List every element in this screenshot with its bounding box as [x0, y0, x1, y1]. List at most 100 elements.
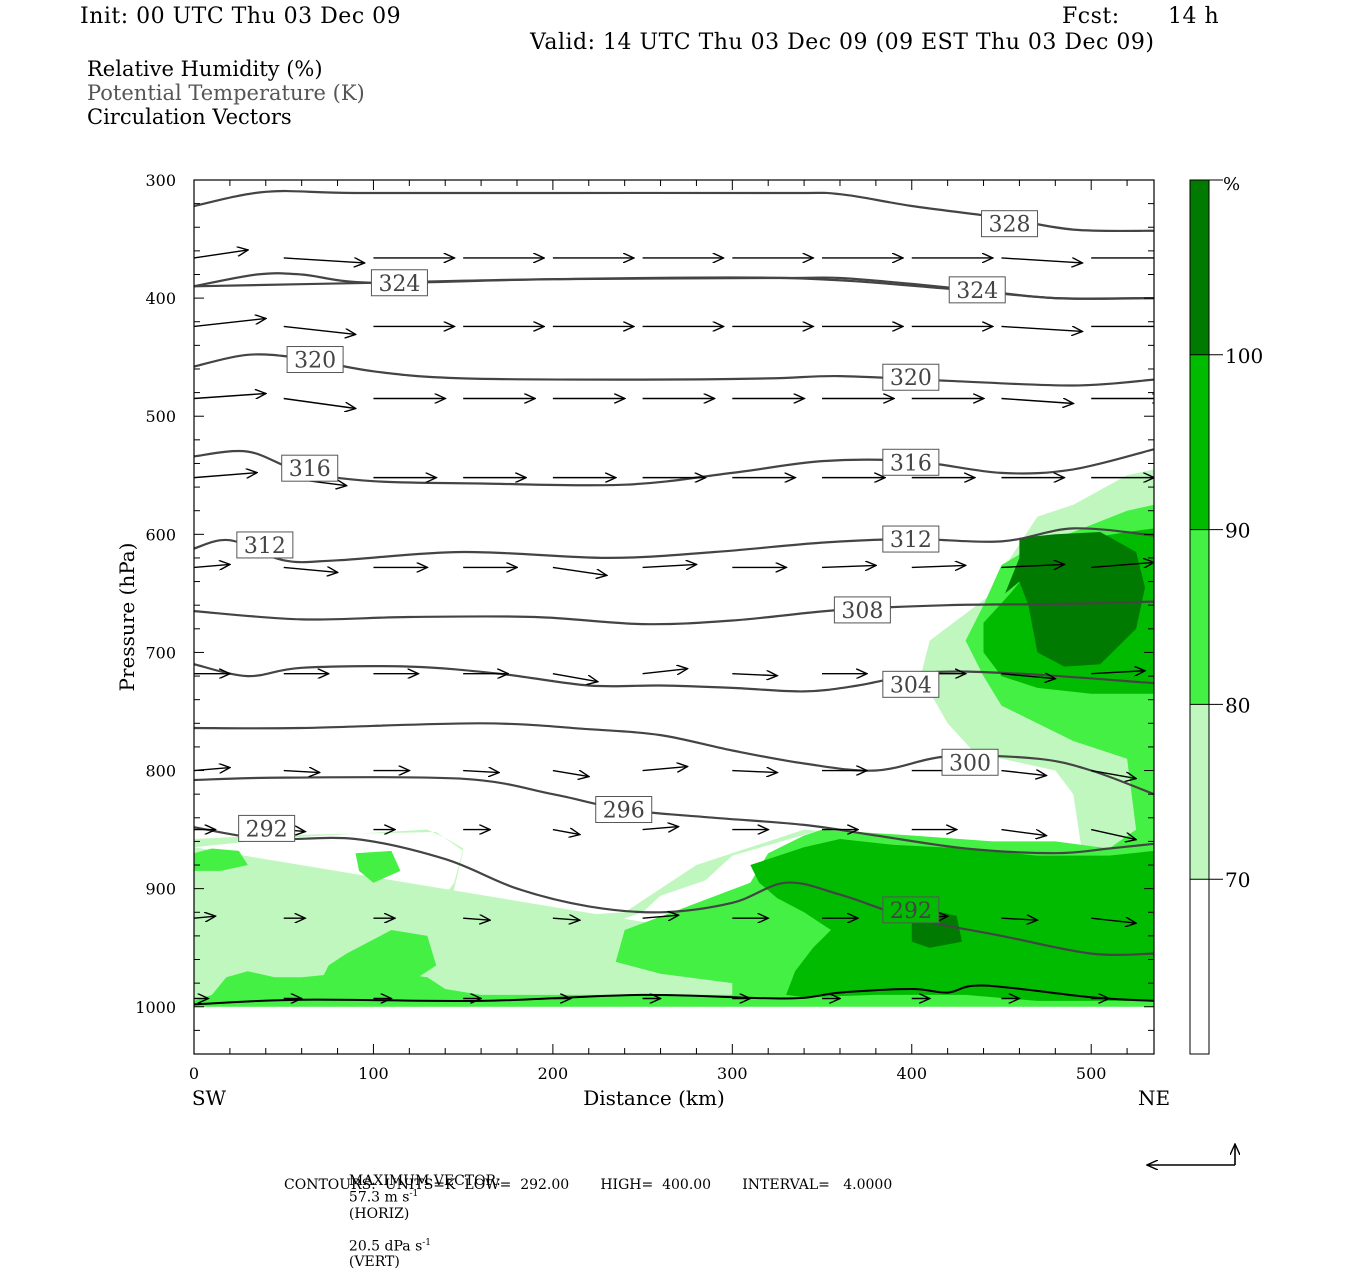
circulation-vector-2-9	[1001, 399, 1073, 404]
legend-title-rh: Relative Humidity (%)	[87, 57, 323, 81]
cross-section-chart: 328 324 324 320 320 316 316 312 312 308 304 300 296 2…	[115, 171, 1263, 1200]
colorbar-label-70: 70	[1225, 868, 1250, 892]
y-tick-label-500: 500	[145, 407, 176, 426]
colorbar-segment-3	[1190, 354, 1209, 530]
y-tick-label-400: 400	[145, 289, 176, 308]
x-tick-label-100: 100	[358, 1064, 389, 1083]
horiz-exponent: -1	[409, 1189, 419, 1199]
colorbar-segment-1	[1190, 704, 1209, 880]
isentrope-label-box-9	[833, 596, 891, 624]
isentrope-label-box-4	[882, 363, 940, 391]
rh-region-rh80-1	[194, 848, 248, 871]
circulation-vector-3-0	[194, 473, 257, 478]
y-tick-label-1000: 1000	[135, 998, 176, 1017]
circulation-vector-2-0	[194, 394, 266, 399]
colorbar: 70 80 90 100%	[1189, 174, 1263, 1055]
circulation-vector-8-3	[463, 918, 490, 920]
contour-info: CONTOURS: UNITS=K LOW= 292.00 HIGH= 400.…	[284, 1177, 893, 1193]
y-tick-label-600: 600	[145, 525, 176, 544]
x-tick-label-500: 500	[1076, 1064, 1107, 1083]
y-tick-label-700: 700	[145, 643, 176, 662]
vert-exponent: -1	[422, 1237, 432, 1248]
isentrope-label-box-2	[948, 276, 1006, 304]
isentrope-label-7: 312	[244, 534, 286, 559]
x-tick-label-0: 0	[189, 1064, 199, 1083]
isentrope-label-12: 296	[603, 799, 645, 824]
circulation-vector-5-10	[1091, 671, 1145, 674]
max-vector-label: MAXIMUM VECTOR:	[348, 1173, 501, 1189]
sw-label: SW	[192, 1086, 227, 1110]
x-axis-label: Distance (km)	[583, 1086, 725, 1110]
x-tick-label-200: 200	[538, 1064, 569, 1083]
circulation-vector-8-4	[552, 918, 580, 920]
legend-title-vectors: Circulation Vectors	[87, 105, 292, 129]
circulation-vector-7-10	[1091, 828, 1136, 840]
circulation-vector-7-4	[552, 830, 580, 835]
isentrope-label-5: 316	[289, 457, 331, 482]
isentrope-label-8: 312	[890, 528, 932, 553]
circulation-vector-4-5	[642, 564, 697, 567]
isentrope-292-line-13	[194, 826, 1154, 957]
isentrope-label-box-14	[882, 896, 940, 924]
circulation-vector-5-9	[1001, 674, 1055, 679]
circulation-vector-1-1	[283, 325, 356, 334]
circulation-vector-4-0	[194, 564, 230, 567]
y-tick-label-300: 300	[145, 171, 176, 190]
circulation-vector-4-8	[911, 565, 966, 567]
circulation-vector-4-4	[552, 566, 607, 575]
isentrope-label-0: 328	[989, 213, 1031, 238]
circulation-vector-6-1	[283, 771, 320, 773]
max-vector-line: MAXIMUM VECTOR: 57.3 m s-1 (HORIZ) 20.5 …	[340, 1157, 501, 1270]
circulation-vector-1-0	[194, 318, 266, 328]
isentrope-label-4: 320	[890, 366, 932, 391]
x-tick-label-300: 300	[717, 1064, 748, 1083]
isentrope-label-box-5	[281, 454, 339, 482]
isentrope-label-box-13	[238, 814, 296, 842]
rh-region-rh80-3	[319, 930, 437, 984]
isentrope-label-box-12	[595, 796, 653, 824]
circulation-vector-6-4	[552, 771, 589, 777]
forecast-label: Fcst:	[1062, 4, 1120, 29]
circulation-vector-7-5	[642, 827, 679, 830]
isentrope-304-line-10	[194, 663, 1154, 693]
legend-title-theta: Potential Temperature (K)	[87, 81, 365, 105]
isentrope-label-10: 304	[890, 673, 932, 698]
isentrope-312-line-7	[194, 527, 1154, 564]
colorbar-label-90: 90	[1225, 519, 1250, 543]
ne-label: NE	[1138, 1086, 1170, 1110]
circulation-vector-5-4	[552, 673, 598, 682]
isentrope-label-box-6	[882, 448, 940, 476]
x-tick-label-400: 400	[896, 1064, 927, 1083]
circulation-vector-4-7	[822, 565, 876, 567]
isentrope-296-line-12	[194, 776, 1154, 855]
y-tick-label-900: 900	[145, 880, 176, 899]
circulation-vector-0-0	[194, 250, 248, 259]
circulation-vector-6-9	[1001, 771, 1046, 776]
colorbar-label-100: 100	[1225, 344, 1263, 368]
colorbar-segment-4	[1190, 180, 1209, 355]
horiz-tag: (HORIZ)	[348, 1205, 410, 1222]
isentrope-label-box-7	[236, 531, 294, 559]
reference-vector	[1147, 1144, 1235, 1165]
isentrope-label-box-8	[882, 525, 940, 553]
circulation-vector-8-0	[194, 916, 216, 918]
circulation-vector-0-1	[283, 257, 365, 263]
init-time: Init: 00 UTC Thu 03 Dec 09	[80, 4, 402, 29]
circulation-vector-1-9	[1001, 325, 1082, 331]
colorbar-frame	[1189, 179, 1210, 1055]
circulation-vector-6-10	[1091, 769, 1136, 779]
isentrope-label-3: 320	[294, 349, 336, 374]
isentrope-label-2: 324	[956, 279, 998, 304]
axes-layer: 300 400 500 600 700 800 900 1000 0 100 200 300 400 50…	[115, 171, 1170, 1110]
isentrope-300-line-11	[194, 722, 1154, 796]
isentrope-label-box-1	[370, 269, 428, 297]
y-tick-label-800: 800	[145, 762, 176, 781]
circulation-vector-4-1	[283, 567, 338, 572]
isentrope-label-box-10	[882, 670, 940, 698]
isentrope-label-1: 324	[378, 272, 420, 297]
circulation-vector-6-5	[642, 767, 688, 771]
circulation-vector-5-6	[732, 674, 777, 676]
colorbar-segment-0	[1190, 879, 1209, 1054]
colorbar-segment-2	[1190, 529, 1209, 705]
isentrope-label-14: 292	[890, 899, 932, 924]
